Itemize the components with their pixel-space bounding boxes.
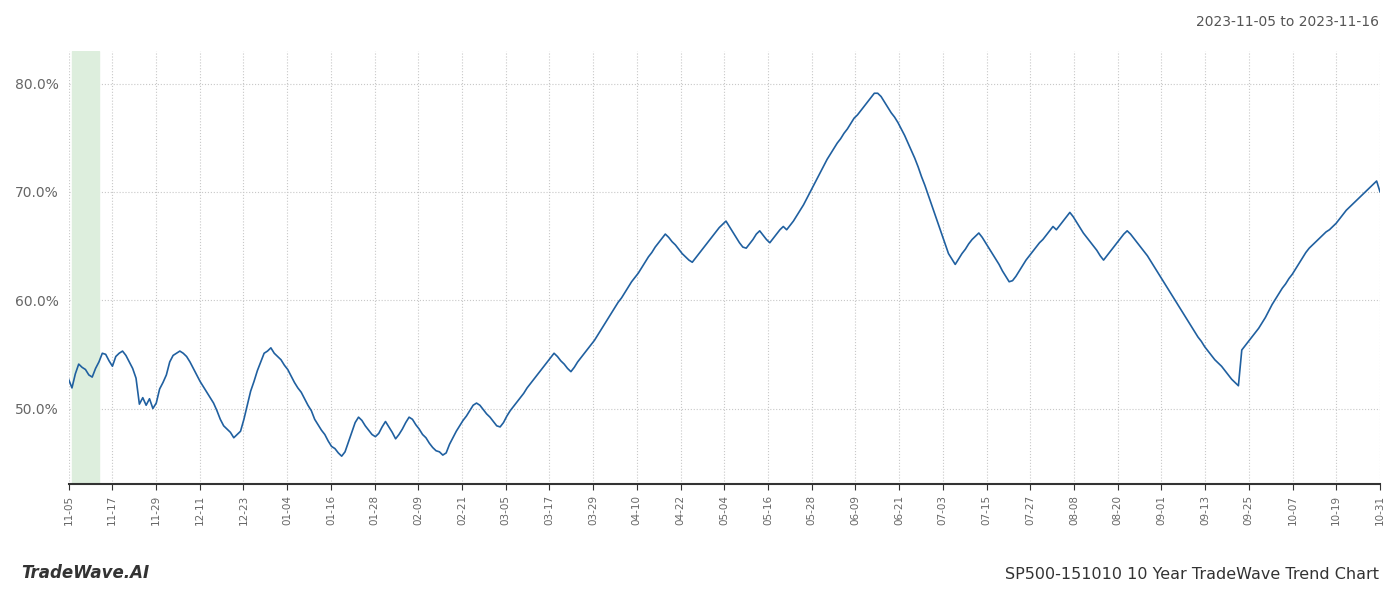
Text: SP500-151010 10 Year TradeWave Trend Chart: SP500-151010 10 Year TradeWave Trend Cha…	[1005, 567, 1379, 582]
Text: TradeWave.AI: TradeWave.AI	[21, 564, 150, 582]
Bar	[71, 51, 99, 484]
Text: 2023-11-05 to 2023-11-16: 2023-11-05 to 2023-11-16	[1196, 15, 1379, 29]
